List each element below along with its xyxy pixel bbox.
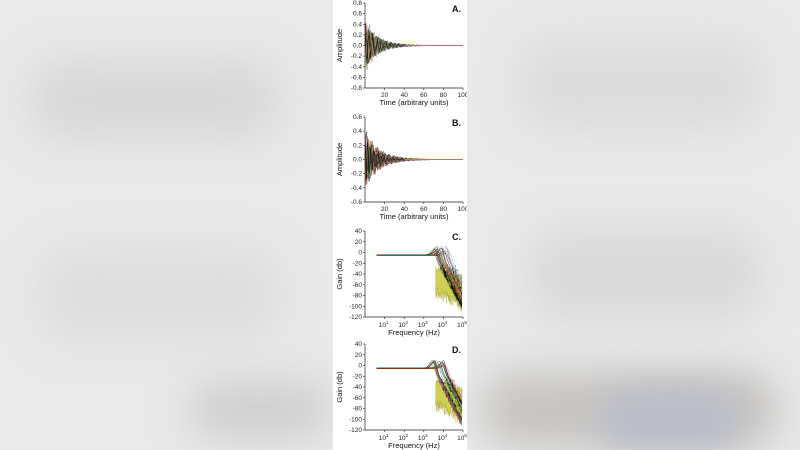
y-tick-label: -40 xyxy=(353,384,363,391)
y-tick-label: 0.8 xyxy=(353,0,362,7)
x-axis-label: Time (arbitrary units) xyxy=(380,98,449,107)
series-line xyxy=(364,23,463,63)
y-axis-label: Gain (db) xyxy=(335,371,344,403)
x-tick-label: 100 xyxy=(458,206,467,213)
y-tick-label: -40 xyxy=(353,271,363,278)
y-tick-label: 0.2 xyxy=(353,32,362,39)
series-line xyxy=(376,250,463,280)
y-tick-label: -0.6 xyxy=(351,199,363,206)
x-tick-label: 101 xyxy=(379,433,389,442)
y-tick-label: 0.6 xyxy=(353,114,362,121)
y-tick-label: -0.2 xyxy=(351,53,363,60)
series-line xyxy=(364,141,463,181)
y-tick-label: 0.0 xyxy=(353,43,362,50)
y-tick-label: -20 xyxy=(353,260,363,267)
y-axis-label: Amplitude xyxy=(335,143,344,176)
y-tick-label: -100 xyxy=(349,303,362,310)
panel-letter: A. xyxy=(452,4,461,14)
x-tick-label: 102 xyxy=(398,320,408,329)
y-tick-label: -0.4 xyxy=(351,185,363,192)
y-axis-label: Gain (db) xyxy=(335,258,344,290)
x-tick-label: 105 xyxy=(457,433,467,442)
x-tick-label: 104 xyxy=(438,433,448,442)
x-tick-label: 104 xyxy=(438,320,448,329)
y-tick-label: 40 xyxy=(355,341,363,348)
x-tick-label: 100 xyxy=(458,92,467,99)
y-tick-label: -120 xyxy=(349,314,362,321)
x-tick-label: 40 xyxy=(401,92,409,99)
series-line xyxy=(376,248,463,308)
panel-1: 0.8 0.6 0.4 0.2 0.0 -0.2 -0.4 -0.6 -0.8 20 40 60 80 1… xyxy=(335,0,467,107)
panel-letter: C. xyxy=(452,232,461,242)
y-tick-label: -20 xyxy=(353,373,363,380)
y-tick-label: 0 xyxy=(358,363,362,370)
x-tick-label: 60 xyxy=(420,92,428,99)
y-tick-label: -100 xyxy=(349,416,362,423)
y-tick-label: 0.6 xyxy=(353,11,362,18)
x-axis-label: Frequency (Hz) xyxy=(388,441,440,450)
series-line xyxy=(376,364,462,412)
x-axis-label: Frequency (Hz) xyxy=(388,328,440,337)
y-tick-label: -120 xyxy=(349,427,362,434)
y-tick-label: 0.2 xyxy=(353,142,362,149)
y-tick-label: 0.0 xyxy=(353,157,362,164)
x-tick-label: 20 xyxy=(381,206,389,213)
series-line xyxy=(376,251,463,297)
y-tick-label: 0 xyxy=(358,250,362,257)
y-tick-label: -60 xyxy=(353,395,363,402)
y-axis-label: Amplitude xyxy=(335,29,344,62)
x-tick-label: 60 xyxy=(420,206,428,213)
y-tick-label: -0.8 xyxy=(351,85,363,92)
x-axis-label: Time (arbitrary units) xyxy=(380,212,449,221)
y-tick-label: -60 xyxy=(353,282,363,289)
panel-2: 0.6 0.4 0.2 0.0 -0.2 -0.4 -0.6 20 40 60 80 100 Time … xyxy=(335,114,467,221)
x-tick-label: 103 xyxy=(418,320,428,329)
figure-panels: 0.8 0.6 0.4 0.2 0.0 -0.2 -0.4 -0.6 -0.8 20 40 60 80 1… xyxy=(335,0,467,450)
y-tick-label: 0.4 xyxy=(353,128,362,135)
y-tick-label: 20 xyxy=(355,352,363,359)
x-tick-label: 105 xyxy=(457,320,467,329)
x-tick-label: 80 xyxy=(440,206,448,213)
y-tick-label: -0.2 xyxy=(351,171,363,178)
panel-letter: B. xyxy=(452,118,461,128)
x-tick-label: 103 xyxy=(418,433,428,442)
x-tick-label: 80 xyxy=(440,92,448,99)
series-line xyxy=(376,252,463,302)
x-tick-label: 102 xyxy=(398,433,408,442)
x-tick-label: 101 xyxy=(379,320,389,329)
y-tick-label: -0.6 xyxy=(351,74,363,81)
y-tick-label: 40 xyxy=(355,228,363,235)
x-tick-label: 20 xyxy=(381,92,389,99)
y-tick-label: 20 xyxy=(355,239,363,246)
panel-4: 40 20 0 -20 -40 -60 -80 -100 -120 101 102 103 104 105… xyxy=(335,341,467,450)
panel-letter: D. xyxy=(452,345,461,355)
panel-3: 40 20 0 -20 -40 -60 -80 -100 -120 101 102 103 104 105… xyxy=(335,228,467,337)
y-tick-label: -80 xyxy=(353,406,363,413)
series-line xyxy=(376,362,463,406)
y-tick-label: -80 xyxy=(353,293,363,300)
x-tick-label: 40 xyxy=(401,206,409,213)
y-tick-label: -0.4 xyxy=(351,64,363,71)
y-tick-label: 0.4 xyxy=(353,21,362,28)
series-line xyxy=(376,361,463,423)
